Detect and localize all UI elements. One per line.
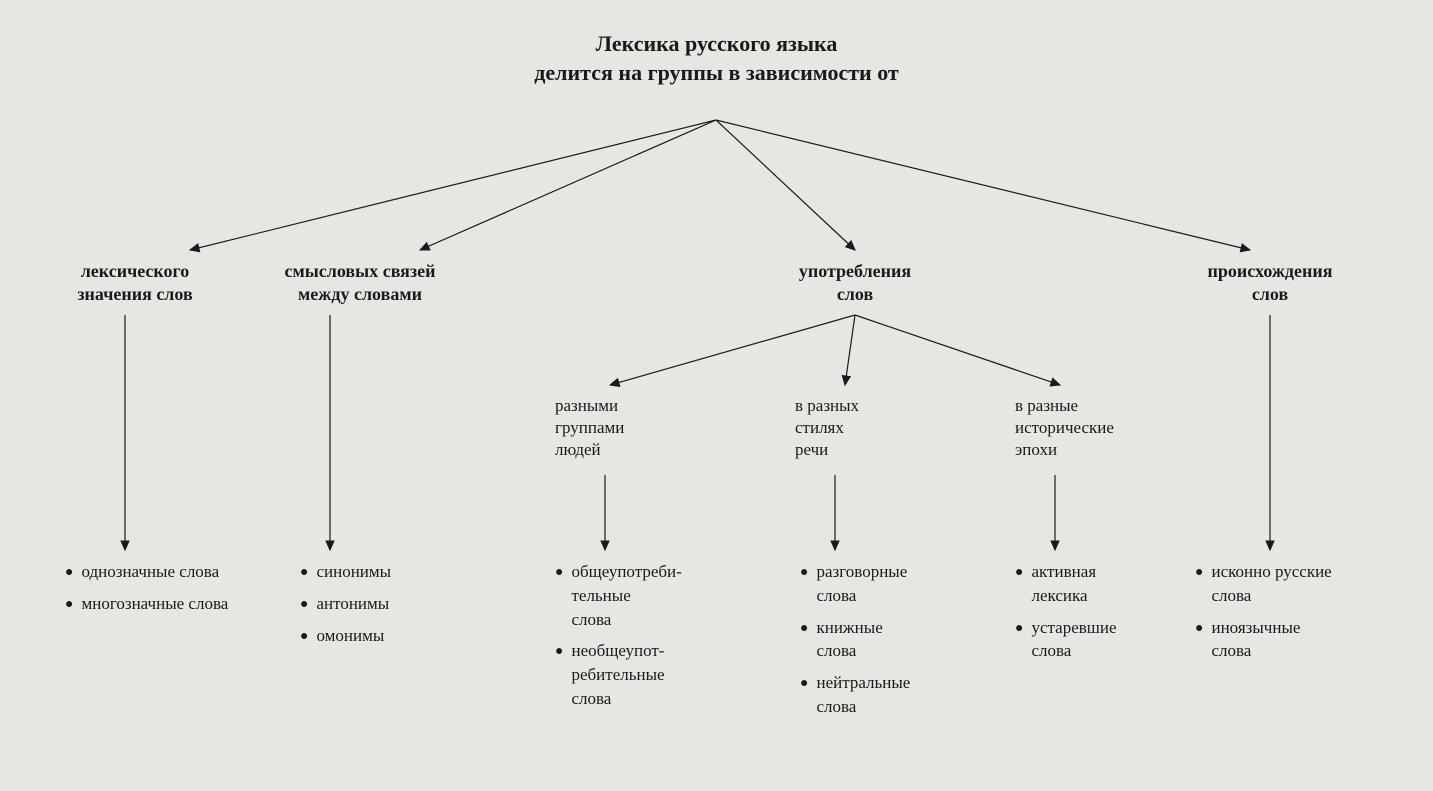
- bullet-item: ● общеупотреби-тельныеслова: [555, 560, 682, 631]
- bullet-item: ● разговорныеслова: [800, 560, 910, 608]
- bullet-list: ● разговорныеслова ● книжныеслова ● нейтральн…: [800, 560, 910, 727]
- bullet-list: ● исконно русскиеслова ● иноязычныеслова: [1195, 560, 1332, 671]
- bullet-item: ● антонимы: [300, 592, 391, 616]
- bullet-text: синонимы: [316, 560, 391, 584]
- bullet-text: иноязычныеслова: [1211, 616, 1300, 664]
- tree-subnode: в разныеисторическиеэпохи: [1015, 395, 1155, 461]
- bullet-text: активнаялексика: [1031, 560, 1096, 608]
- bullet-dot: ●: [65, 595, 73, 615]
- bullet-item: ● иноязычныеслова: [1195, 616, 1332, 664]
- bullet-item: ● активнаялексика: [1015, 560, 1117, 608]
- tree-subnode: в разныхстиляхречи: [795, 395, 935, 461]
- bullet-item: ● устаревшиеслова: [1015, 616, 1117, 664]
- title-line2: делится на группы в зависимости от: [534, 60, 898, 85]
- bullet-dot: ●: [1195, 563, 1203, 583]
- bullet-dot: ●: [1015, 619, 1023, 639]
- bullet-list: ● синонимы ● антонимы ● омонимы: [300, 560, 391, 655]
- bullet-list: ● однозначные слова ● многозначные слова: [65, 560, 228, 624]
- bullet-dot: ●: [300, 563, 308, 583]
- bullet-text: книжныеслова: [816, 616, 882, 664]
- bullet-text: исконно русскиеслова: [1211, 560, 1331, 608]
- bullet-item: ● необщеупот-ребительныеслова: [555, 639, 682, 710]
- bullet-list: ● активнаялексика ● устаревшиеслова: [1015, 560, 1117, 671]
- bullet-dot: ●: [1195, 619, 1203, 639]
- bullet-text: однозначные слова: [81, 560, 219, 584]
- bullet-item: ● исконно русскиеслова: [1195, 560, 1332, 608]
- tree-subnode: разнымигруппамилюдей: [555, 395, 695, 461]
- bullet-text: необщеупот-ребительныеслова: [571, 639, 664, 710]
- bullet-text: разговорныеслова: [816, 560, 907, 608]
- bullet-list: ● общеупотреби-тельныеслова ● необщеупот-ре…: [555, 560, 682, 719]
- bullet-dot: ●: [555, 642, 563, 662]
- bullet-dot: ●: [800, 563, 808, 583]
- tree-node: происхожденияслов: [1160, 260, 1380, 307]
- bullet-dot: ●: [65, 563, 73, 583]
- bullet-text: антонимы: [316, 592, 389, 616]
- bullet-item: ● синонимы: [300, 560, 391, 584]
- diagram-lines: [0, 0, 1433, 791]
- bullet-item: ● многозначные слова: [65, 592, 228, 616]
- bullet-item: ● книжныеслова: [800, 616, 910, 664]
- bullet-dot: ●: [800, 619, 808, 639]
- tree-node: употребленияслов: [745, 260, 965, 307]
- diagram-title: Лексика русского языка делится на группы…: [0, 0, 1433, 87]
- bullet-item: ● омонимы: [300, 624, 391, 648]
- bullet-dot: ●: [555, 563, 563, 583]
- bullet-dot: ●: [1015, 563, 1023, 583]
- bullet-item: ● однозначные слова: [65, 560, 228, 584]
- bullet-dot: ●: [300, 595, 308, 615]
- tree-node: смысловых связеймежду словами: [250, 260, 470, 307]
- bullet-dot: ●: [300, 627, 308, 647]
- bullet-text: общеупотреби-тельныеслова: [571, 560, 681, 631]
- bullet-dot: ●: [800, 674, 808, 694]
- bullet-text: нейтральныеслова: [816, 671, 910, 719]
- title-line1: Лексика русского языка: [596, 31, 838, 56]
- bullet-text: многозначные слова: [81, 592, 228, 616]
- tree-node: лексическогозначения слов: [25, 260, 245, 307]
- bullet-text: омонимы: [316, 624, 384, 648]
- bullet-text: устаревшиеслова: [1031, 616, 1116, 664]
- bullet-item: ● нейтральныеслова: [800, 671, 910, 719]
